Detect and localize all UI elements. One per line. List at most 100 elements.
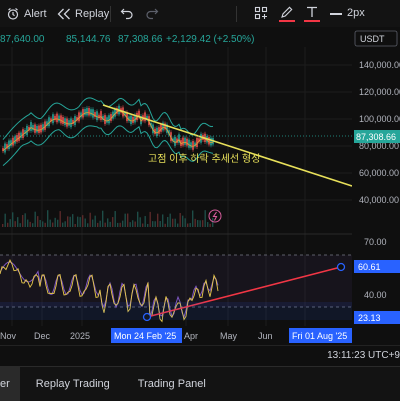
alert-label: Alert [24, 7, 47, 20]
volume-bar [147, 223, 149, 227]
volume-bar [12, 212, 14, 227]
volume-bar [169, 213, 171, 227]
candle-body [90, 109, 92, 116]
current-price-label: 87,308.66 [356, 132, 396, 142]
status-time[interactable]: 13:11:23 UTC+9 [327, 350, 400, 361]
current-price-badge [354, 130, 400, 143]
candle-body [58, 115, 60, 122]
volume-bar [209, 223, 211, 227]
volume-bar [182, 215, 184, 227]
candle-body [126, 112, 128, 122]
candle-body [184, 137, 186, 145]
ohlc-legend: 87,640.00 85,144.76 87,308.66 +2,129.42 … [0, 34, 254, 45]
volume-bar [57, 219, 59, 227]
volume-bar [197, 220, 199, 227]
candle-body [48, 117, 50, 127]
volume-bar [47, 210, 49, 227]
price-axis-label: 80,000.00 [359, 141, 399, 151]
candle-body [200, 133, 202, 143]
time-axis-label: Apr [184, 331, 198, 341]
undo-icon[interactable] [120, 7, 134, 20]
candle-body [6, 144, 8, 149]
volume-bar [4, 213, 6, 227]
volume-bar [14, 221, 16, 227]
volume-bar [79, 217, 81, 227]
trendline-handle-end[interactable] [336, 262, 346, 272]
candle-body [52, 114, 54, 124]
volume-bars [2, 210, 214, 227]
currency-selector[interactable] [354, 30, 398, 47]
candle-body [60, 115, 62, 124]
bollinger-lower [2, 125, 214, 166]
lightning-icon[interactable] [208, 209, 222, 223]
replay-button[interactable]: Replay [57, 8, 109, 20]
price-axis-label: 40,000.00 [359, 195, 399, 205]
volume-bar [119, 222, 121, 227]
volume-bar [204, 210, 206, 227]
volume-bar [22, 215, 24, 227]
volume-bar [127, 213, 129, 227]
candle-body [24, 130, 26, 134]
volume-bar [52, 222, 54, 227]
candle-body [106, 117, 108, 123]
price-axis[interactable] [352, 27, 400, 345]
candle-body [84, 108, 86, 116]
toolbar-divider [236, 6, 237, 22]
volume-bar [69, 216, 71, 227]
volume-bar [172, 218, 174, 227]
tab-trading-panel[interactable]: Trading Panel [137, 378, 206, 390]
volume-bar [104, 222, 106, 227]
chart-area[interactable]: 87,640.00 85,144.76 87,308.66 +2,129.42 … [0, 27, 400, 345]
candle-body [110, 114, 112, 121]
volume-bar [164, 223, 166, 227]
volume-bar [117, 222, 119, 227]
rsi-series [0, 259, 219, 323]
candle-body [100, 111, 102, 121]
line-width-icon [330, 13, 342, 15]
toolbar-divider [110, 6, 111, 22]
volume-bar [24, 213, 26, 227]
volume-bar [109, 221, 111, 227]
volume-bar [144, 216, 146, 227]
object-tree-icon[interactable] [254, 6, 268, 20]
candle-body [2, 148, 4, 152]
volume-bar [19, 223, 21, 227]
redo-icon[interactable] [145, 7, 159, 20]
time-axis-label: Nov [0, 331, 17, 341]
line-width-label[interactable]: 2px [347, 7, 365, 19]
volume-bar [87, 223, 89, 227]
volume-bar [132, 220, 134, 227]
bottom-panel-tabs: er Replay Trading Trading Panel [0, 366, 400, 401]
candle-body [76, 117, 78, 121]
candle-body [152, 124, 154, 134]
candle-body [86, 107, 88, 116]
candle-body [182, 137, 184, 146]
pencil-button[interactable] [278, 4, 296, 23]
volume-bar [199, 220, 201, 227]
time-badge-end-label: Fri 01 Aug '25 [292, 331, 347, 341]
candle-body [62, 117, 64, 125]
tab-screener[interactable]: er [0, 367, 20, 401]
candle-body [40, 124, 42, 133]
volume-bar [64, 221, 66, 227]
trendline-handle-start[interactable] [142, 312, 152, 322]
candle-body [42, 124, 44, 131]
price-trendline[interactable] [102, 104, 353, 187]
time-badge-start-label: Mon 24 Feb '25 [114, 331, 176, 341]
volume-bar [99, 220, 101, 227]
volume-bar [179, 213, 181, 227]
alert-button[interactable]: Alert [6, 7, 47, 21]
candle-body [138, 110, 140, 118]
candle-body [174, 136, 176, 146]
text-tool-button[interactable] [303, 4, 321, 23]
tab-replay-trading[interactable]: Replay Trading [35, 378, 110, 390]
volume-bar [107, 218, 109, 227]
trend-annotation[interactable]: 고점 이후 하락 추세선 형성 [148, 152, 260, 165]
candle-body [92, 109, 94, 118]
candle-body [160, 124, 162, 132]
volume-bar [112, 217, 114, 227]
pencil-color-swatch [279, 20, 295, 22]
volume-bar [29, 221, 31, 227]
rsi-trendline[interactable] [146, 266, 342, 318]
volume-bar [32, 223, 34, 227]
